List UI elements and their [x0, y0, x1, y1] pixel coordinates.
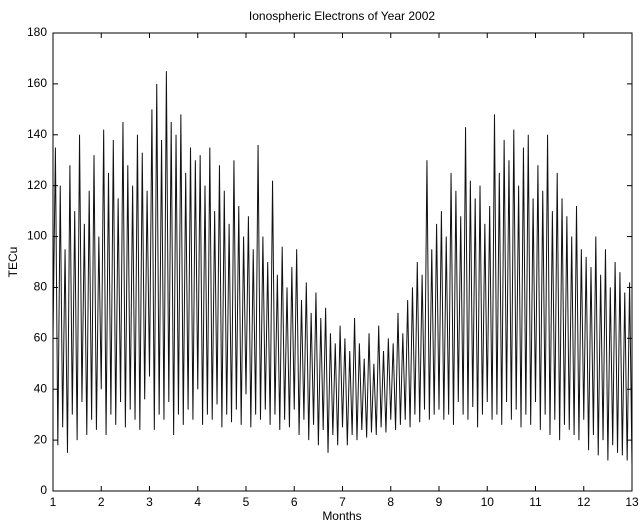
chart-title: Ionospheric Electrons of Year 2002 [249, 9, 435, 23]
x-tick-label: 5 [243, 495, 250, 509]
y-tick-label: 20 [34, 432, 48, 446]
x-tick-label: 10 [481, 495, 495, 509]
x-tick-label: 4 [194, 495, 201, 509]
y-tick-label: 60 [34, 331, 48, 345]
y-tick-label: 0 [40, 483, 47, 497]
y-tick-label: 180 [27, 25, 47, 39]
x-tick-label: 2 [98, 495, 105, 509]
x-tick-label: 1 [50, 495, 57, 509]
x-tick-label: 3 [146, 495, 153, 509]
x-tick-label: 6 [291, 495, 298, 509]
y-axis-label: TECu [6, 247, 20, 278]
x-tick-label: 8 [387, 495, 394, 509]
y-tick-label: 120 [27, 178, 47, 192]
y-tick-label: 140 [27, 127, 47, 141]
x-tick-label: 13 [625, 495, 639, 509]
x-tick-label: 7 [339, 495, 346, 509]
x-tick-label: 11 [529, 495, 542, 509]
x-axis-label: Months [322, 509, 361, 523]
data-line [52, 71, 633, 466]
x-tick-label: 12 [577, 495, 591, 509]
y-tick-label: 100 [27, 229, 47, 243]
y-tick-label: 80 [34, 280, 48, 294]
y-tick-label: 160 [27, 76, 47, 90]
x-tick-label: 9 [436, 495, 443, 509]
y-tick-label: 40 [34, 381, 48, 395]
